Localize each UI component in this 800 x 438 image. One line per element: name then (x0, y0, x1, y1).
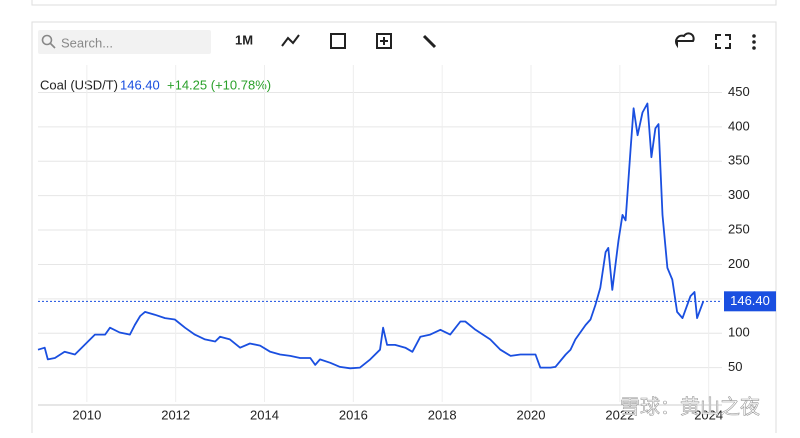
x-tick-label: 2010 (72, 407, 101, 422)
search-box[interactable] (38, 30, 211, 54)
calendar-icon[interactable] (330, 33, 346, 49)
settings-icon[interactable] (422, 34, 437, 49)
x-tick-label: 2024 (694, 407, 723, 422)
watermark: 雪球：黄山之夜 (620, 395, 760, 418)
x-tick-label: 2018 (428, 407, 457, 422)
search-icon (49, 42, 56, 49)
chart-title: Coal (USD/T) (40, 77, 118, 92)
menu-icon[interactable] (752, 34, 756, 50)
current-value: 146.40 (120, 77, 160, 92)
y-tick-label: 400 (728, 118, 750, 133)
x-tick-label: 2020 (517, 407, 546, 422)
price-line (37, 102, 705, 370)
x-tick-label: 2016 (339, 407, 368, 422)
fullscreen-icon[interactable] (715, 34, 731, 49)
x-tick-label: 2014 (250, 407, 279, 422)
current-badge (724, 291, 776, 312)
search-icon (41, 34, 53, 46)
current-badge-label: 146.40 (730, 293, 770, 308)
change: +14.25 (+10.78%) (167, 77, 271, 92)
range-button[interactable]: 1M (235, 32, 253, 47)
download-icon[interactable] (674, 32, 695, 49)
x-tick-label: 2022 (605, 407, 634, 422)
y-tick-label: 100 (728, 325, 750, 340)
y-tick-label: 300 (728, 187, 750, 202)
chart-type-icon[interactable] (281, 34, 300, 47)
y-tick-label: 50 (728, 359, 742, 374)
y-tick-label: 250 (728, 221, 750, 236)
search-placeholder: Search... (61, 35, 113, 50)
add-icon[interactable] (376, 33, 392, 49)
add-icon (380, 37, 388, 45)
y-tick-label: 350 (728, 153, 750, 168)
y-tick-label: 200 (728, 256, 750, 271)
prev-card (31, 0, 777, 6)
y-tick-label: 450 (728, 84, 750, 99)
x-tick-label: 2012 (161, 407, 190, 422)
